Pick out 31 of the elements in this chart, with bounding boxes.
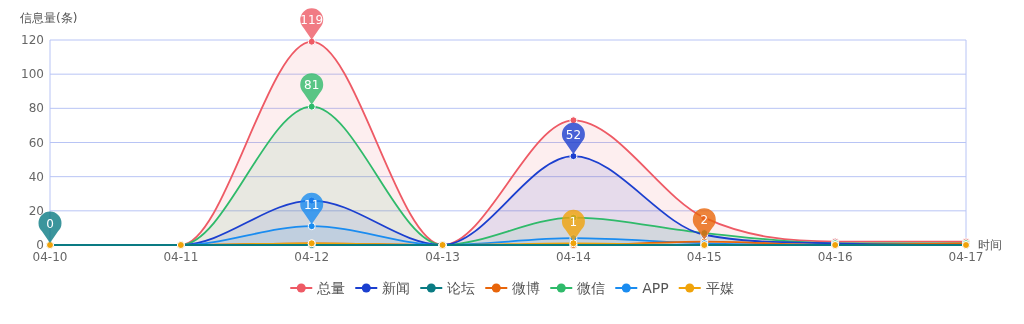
y-tick-label: 40 bbox=[28, 169, 44, 184]
legend-label: 总量 bbox=[316, 280, 346, 296]
x-tick-label: 04-12 bbox=[294, 250, 330, 264]
legend-label: 新闻 bbox=[382, 280, 411, 296]
x-tick-label: 04-16 bbox=[817, 250, 853, 264]
legend-label: 论坛 bbox=[447, 280, 476, 296]
x-tick-label: 04-10 bbox=[32, 250, 68, 264]
y-tick-label: 20 bbox=[28, 203, 44, 218]
annotation: 81 bbox=[304, 78, 320, 93]
x-axis-title: 时间 bbox=[978, 238, 1002, 252]
x-tick-label: 04-14 bbox=[555, 250, 591, 264]
y-axis-title: 信息量(条) bbox=[20, 11, 78, 25]
y-tick-label: 0 bbox=[36, 238, 44, 252]
legend-label: APP bbox=[642, 280, 669, 296]
annotation: 52 bbox=[565, 127, 582, 142]
y-tick-label: 80 bbox=[28, 101, 44, 116]
annotation: 1 bbox=[569, 214, 578, 229]
legend-label: 微博 bbox=[512, 280, 541, 296]
legend-label: 平媒 bbox=[705, 280, 734, 296]
annotation: 0 bbox=[46, 216, 54, 231]
annotation: 2 bbox=[700, 213, 709, 228]
annotation: 11 bbox=[304, 197, 320, 212]
annotation: 119 bbox=[300, 13, 324, 28]
y-tick-label: 120 bbox=[21, 33, 44, 47]
x-tick-label: 04-17 bbox=[948, 250, 984, 264]
y-tick-label: 60 bbox=[28, 135, 44, 150]
x-tick-label: 04-13 bbox=[425, 250, 461, 264]
y-tick-label: 100 bbox=[21, 67, 44, 82]
x-tick-label: 04-11 bbox=[163, 250, 199, 264]
x-tick-label: 04-15 bbox=[686, 250, 722, 264]
legend-label: 微信 bbox=[577, 280, 606, 296]
